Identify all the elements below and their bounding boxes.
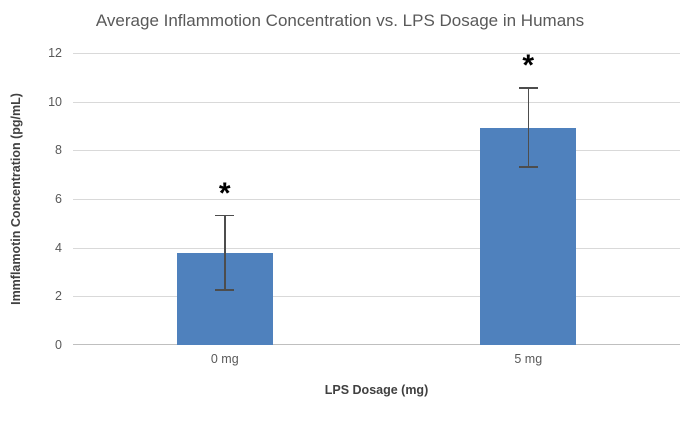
error-bar bbox=[224, 214, 226, 290]
gridline bbox=[73, 199, 680, 200]
gridline bbox=[73, 247, 680, 249]
error-bar-cap bbox=[215, 289, 235, 291]
x-tick-label: 5 mg bbox=[514, 352, 543, 366]
gridline bbox=[73, 150, 680, 152]
y-tick-label: 4 bbox=[55, 240, 62, 255]
chart-title: Average Inflammotion Concentration vs. L… bbox=[95, 11, 585, 30]
y-tick-label: 6 bbox=[55, 192, 62, 206]
x-tick-label: 0 mg bbox=[210, 352, 239, 366]
y-tick-label: 0 bbox=[55, 338, 62, 352]
error-bar-cap bbox=[215, 214, 235, 217]
y-tick-label: 12 bbox=[48, 46, 62, 60]
y-tick-label: 8 bbox=[55, 143, 62, 158]
error-bar bbox=[527, 87, 529, 167]
y-axis-label: Immflamotin Concentration (pg/mL) bbox=[9, 93, 23, 305]
error-bar-cap bbox=[518, 166, 538, 168]
gridline bbox=[73, 53, 680, 54]
significance-asterisk: * bbox=[218, 176, 231, 210]
significance-asterisk: * bbox=[522, 49, 535, 83]
y-tick-label: 10 bbox=[48, 94, 62, 109]
error-bar-cap bbox=[518, 87, 538, 89]
y-tick-label: 2 bbox=[55, 289, 62, 304]
gridline bbox=[73, 101, 680, 103]
plot-area: 0 2 4 6 8 10 12 * 0 mg * 5 mg bbox=[48, 46, 680, 366]
x-axis-label: LPS Dosage (mg) bbox=[324, 383, 429, 397]
gridline bbox=[73, 296, 680, 298]
x-axis-line bbox=[73, 344, 680, 345]
